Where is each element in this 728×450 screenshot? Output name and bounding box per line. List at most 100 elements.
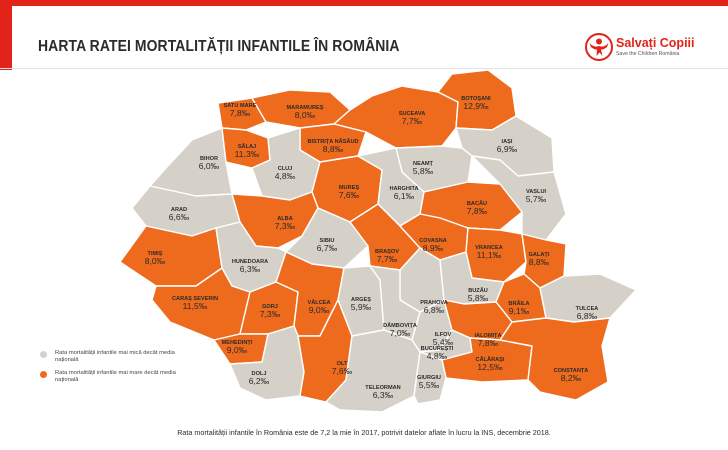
county-name-sibiu: SIBIU (320, 238, 335, 244)
county-value-giurgiu: 5,5‰ (419, 380, 440, 390)
county-name-dolj: DOLJ (252, 371, 267, 377)
county-name-alba: ALBA (277, 216, 293, 222)
county-value-ilfov: 5,4‰ (433, 337, 454, 347)
county-satu-mare (217, 97, 267, 131)
county-timis (119, 225, 223, 287)
county-name-galati: GALAȚI (529, 252, 550, 258)
county-name-bihor: BIHOR (200, 156, 218, 162)
county-value-neamt: 5,8‰ (413, 166, 434, 176)
county-value-hunedoara: 6,3‰ (240, 264, 261, 274)
county-value-harghita: 6,1‰ (394, 191, 415, 201)
county-value-buzau: 5,8‰ (468, 293, 489, 303)
child-figure-icon (585, 33, 613, 61)
county-name-satu-mare: SATU MARE (224, 103, 257, 109)
logo-name: Salvați Copiii (616, 36, 695, 50)
county-value-cluj: 4,8‰ (275, 171, 296, 181)
county-value-prahova: 6,8‰ (424, 305, 445, 315)
legend-low-swatch (40, 351, 47, 358)
county-value-alba: 7,3‰ (275, 221, 296, 231)
county-name-maramures: MARAMUREȘ (287, 105, 324, 111)
county-name-salaj: SĂLAJ (238, 143, 256, 150)
brand-logo: Salvați Copiii Save the Children România (585, 33, 710, 63)
county-value-satu-mare: 7,8‰ (230, 108, 251, 118)
county-value-bihor: 6,0‰ (199, 161, 220, 171)
county-name-ilfov: ILFOV (435, 332, 452, 338)
county-value-calarasi: 12,5‰ (477, 362, 503, 372)
left-accent-bar (0, 0, 12, 70)
county-value-suceava: 7,7‰ (402, 116, 423, 126)
header-divider (0, 68, 728, 69)
county-name-botosani: BOTOȘANI (461, 96, 491, 102)
county-name-vaslui: VASLUI (526, 189, 547, 195)
county-bihor (149, 127, 233, 197)
county-name-covasna: COVASNA (419, 238, 447, 244)
county-name-bistrita-nasaud: BISTRIȚA NĂSĂUD (307, 138, 358, 145)
county-value-galati: 8,8‰ (529, 257, 550, 267)
county-name-brasov: BRAȘOV (375, 249, 399, 255)
county-name-olt: OLT (337, 361, 348, 367)
county-value-tulcea: 6,8‰ (577, 311, 598, 321)
page-title: HARTA RATEI MORTALITĂȚII INFANTILE ÎN RO… (38, 38, 400, 55)
top-accent-bar (0, 0, 728, 6)
county-name-gorj: GORJ (262, 304, 278, 310)
county-value-salaj: 11,3‰ (235, 149, 260, 159)
county-value-sibiu: 6,7‰ (317, 243, 338, 253)
county-value-arad: 6,6‰ (169, 212, 190, 222)
county-name-timis: TIMIȘ (148, 251, 163, 257)
county-value-valcea: 9,0‰ (309, 305, 330, 315)
county-name-bucuresti: BUCUREȘTI (421, 346, 454, 352)
legend-high-label: Rata mortalității infantile mai mare dec… (55, 370, 176, 383)
county-value-arges: 5,9‰ (351, 302, 372, 312)
county-constanta (499, 317, 611, 401)
county-name-ialomita: IALOMIȚA (474, 333, 501, 339)
county-value-dolj: 6,2‰ (249, 376, 270, 386)
county-value-timis: 8,0‰ (145, 256, 166, 266)
legend-low-label: Rata mortalității infantile mai mică dec… (55, 350, 175, 363)
county-value-bucuresti: 4,8‰ (427, 351, 448, 361)
county-name-calarasi: CĂLĂRAȘI (476, 356, 505, 363)
footer-note: Rata mortalității infantile în România e… (177, 428, 551, 437)
county-name-braila: BRĂILA (508, 300, 529, 307)
county-value-bistrita-nasaud: 8,8‰ (323, 144, 344, 154)
county-value-gorj: 7,3‰ (260, 309, 281, 319)
county-value-constanta: 8,2‰ (561, 373, 582, 383)
county-value-botosani: 12,9‰ (463, 101, 489, 111)
county-name-giurgiu: GIURGIU (417, 375, 441, 381)
county-name-prahova: PRAHOVA (420, 300, 448, 306)
county-value-maramures: 8,0‰ (295, 110, 316, 120)
county-name-mures: MUREȘ (339, 185, 359, 191)
county-name-caras-severin: CARAȘ SEVERIN (172, 296, 218, 302)
county-name-mehedinti: MEHEDINȚI (222, 340, 253, 346)
county-name-iasi: IAȘI (502, 139, 513, 145)
county-value-brasov: 7,7‰ (377, 254, 398, 264)
county-value-ialomita: 7,8‰ (478, 338, 499, 348)
county-value-iasi: 6,9‰ (497, 144, 518, 154)
county-name-valcea: VÂLCEA (308, 299, 331, 306)
county-value-caras-severin: 11,5‰ (183, 301, 208, 311)
logo-subtitle: Save the Children România (616, 51, 680, 57)
county-teleorman (325, 329, 421, 413)
county-name-bacau: BACĂU (467, 200, 487, 207)
county-name-neamt: NEAMȚ (413, 161, 433, 167)
county-name-buzau: BUZĂU (468, 287, 488, 294)
county-name-harghita: HARGHITA (389, 186, 418, 192)
county-value-mehedinti: 9,0‰ (227, 345, 248, 355)
county-giurgiu (413, 351, 447, 405)
county-value-braila: 9,1‰ (509, 306, 530, 316)
county-value-vrancea: 11,1‰ (477, 250, 502, 260)
county-name-vrancea: VRANCEA (475, 245, 503, 251)
county-name-hunedoara: HUNEDOARA (232, 259, 268, 265)
county-name-arges: ARGEȘ (351, 297, 371, 303)
county-name-dambovita: DÂMBOVIȚA (383, 322, 417, 329)
county-name-tulcea: TULCEA (576, 306, 599, 312)
county-value-covasna: 8,9‰ (423, 243, 444, 253)
county-name-arad: ARAD (171, 207, 187, 213)
county-value-bacau: 7,8‰ (467, 206, 488, 216)
county-name-suceava: SUCEAVA (399, 111, 426, 117)
county-value-mures: 7,6‰ (339, 190, 360, 200)
county-value-dambovita: 7,0‰ (390, 328, 411, 338)
county-name-cluj: CLUJ (278, 166, 293, 172)
county-value-vaslui: 5,7‰ (526, 194, 547, 204)
county-value-olt: 7,6‰ (332, 366, 353, 376)
